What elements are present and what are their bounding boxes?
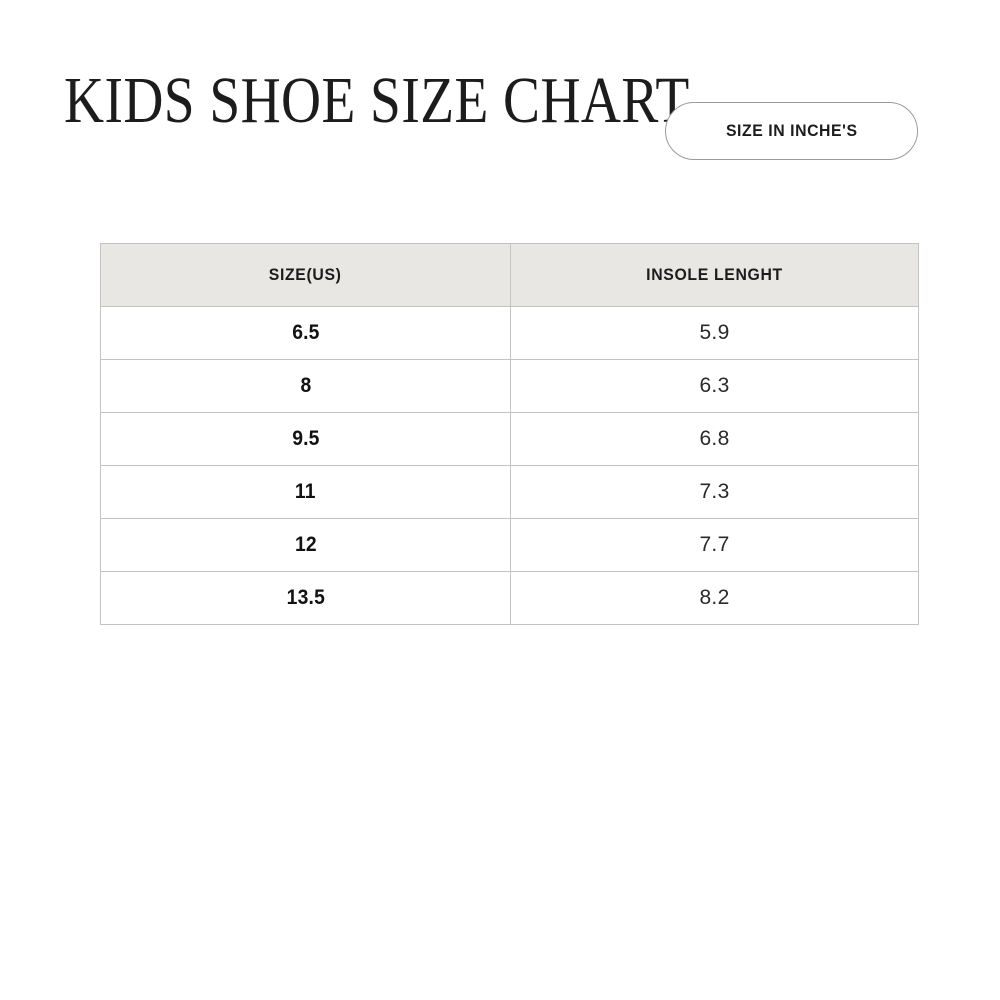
cell-size-value: 6.5 — [291, 321, 320, 344]
cell-size: 13.5 — [100, 571, 511, 625]
column-header-insole: INSOLE LENGHT — [510, 243, 919, 307]
cell-size: 8 — [100, 359, 511, 413]
column-header-insole-label: INSOLE LENGHT — [646, 265, 783, 284]
cell-size: 9.5 — [100, 412, 511, 466]
column-header-size-label: SIZE(US) — [269, 265, 342, 284]
page-title: KIDS SHOE SIZE CHART — [64, 64, 690, 138]
cell-size-value: 8 — [300, 374, 311, 397]
unit-badge: SIZE IN INCHE'S — [665, 102, 918, 160]
table-row: 6.5 5.9 — [100, 306, 919, 360]
table-row: 8 6.3 — [100, 359, 919, 413]
table-header-row: SIZE(US) INSOLE LENGHT — [100, 243, 919, 307]
table-row: 12 7.7 — [100, 518, 919, 572]
cell-size-value: 11 — [295, 480, 316, 503]
cell-size: 11 — [100, 465, 511, 519]
cell-insole: 7.3 — [510, 465, 919, 519]
cell-insole: 5.9 — [510, 306, 919, 360]
table-row: 11 7.3 — [100, 465, 919, 519]
size-chart-table: SIZE(US) INSOLE LENGHT 6.5 5.9 8 — [100, 243, 919, 625]
cell-size-value: 13.5 — [286, 586, 325, 609]
cell-insole: 6.8 — [510, 412, 919, 466]
table-row: 9.5 6.8 — [100, 412, 919, 466]
column-header-size: SIZE(US) — [100, 243, 511, 307]
cell-insole: 8.2 — [510, 571, 919, 625]
cell-size-value: 12 — [294, 533, 317, 556]
size-table-container: SIZE(US) INSOLE LENGHT 6.5 5.9 8 — [100, 243, 919, 625]
cell-size: 6.5 — [100, 306, 511, 360]
unit-badge-label: SIZE IN INCHE'S — [725, 121, 858, 140]
table-row: 13.5 8.2 — [100, 571, 919, 625]
cell-size-value: 9.5 — [291, 427, 320, 450]
cell-insole: 6.3 — [510, 359, 919, 413]
table-head: SIZE(US) INSOLE LENGHT — [100, 243, 919, 307]
cell-insole: 7.7 — [510, 518, 919, 572]
cell-size: 12 — [100, 518, 511, 572]
table-body: 6.5 5.9 8 6.3 9.5 6.8 — [100, 306, 919, 625]
